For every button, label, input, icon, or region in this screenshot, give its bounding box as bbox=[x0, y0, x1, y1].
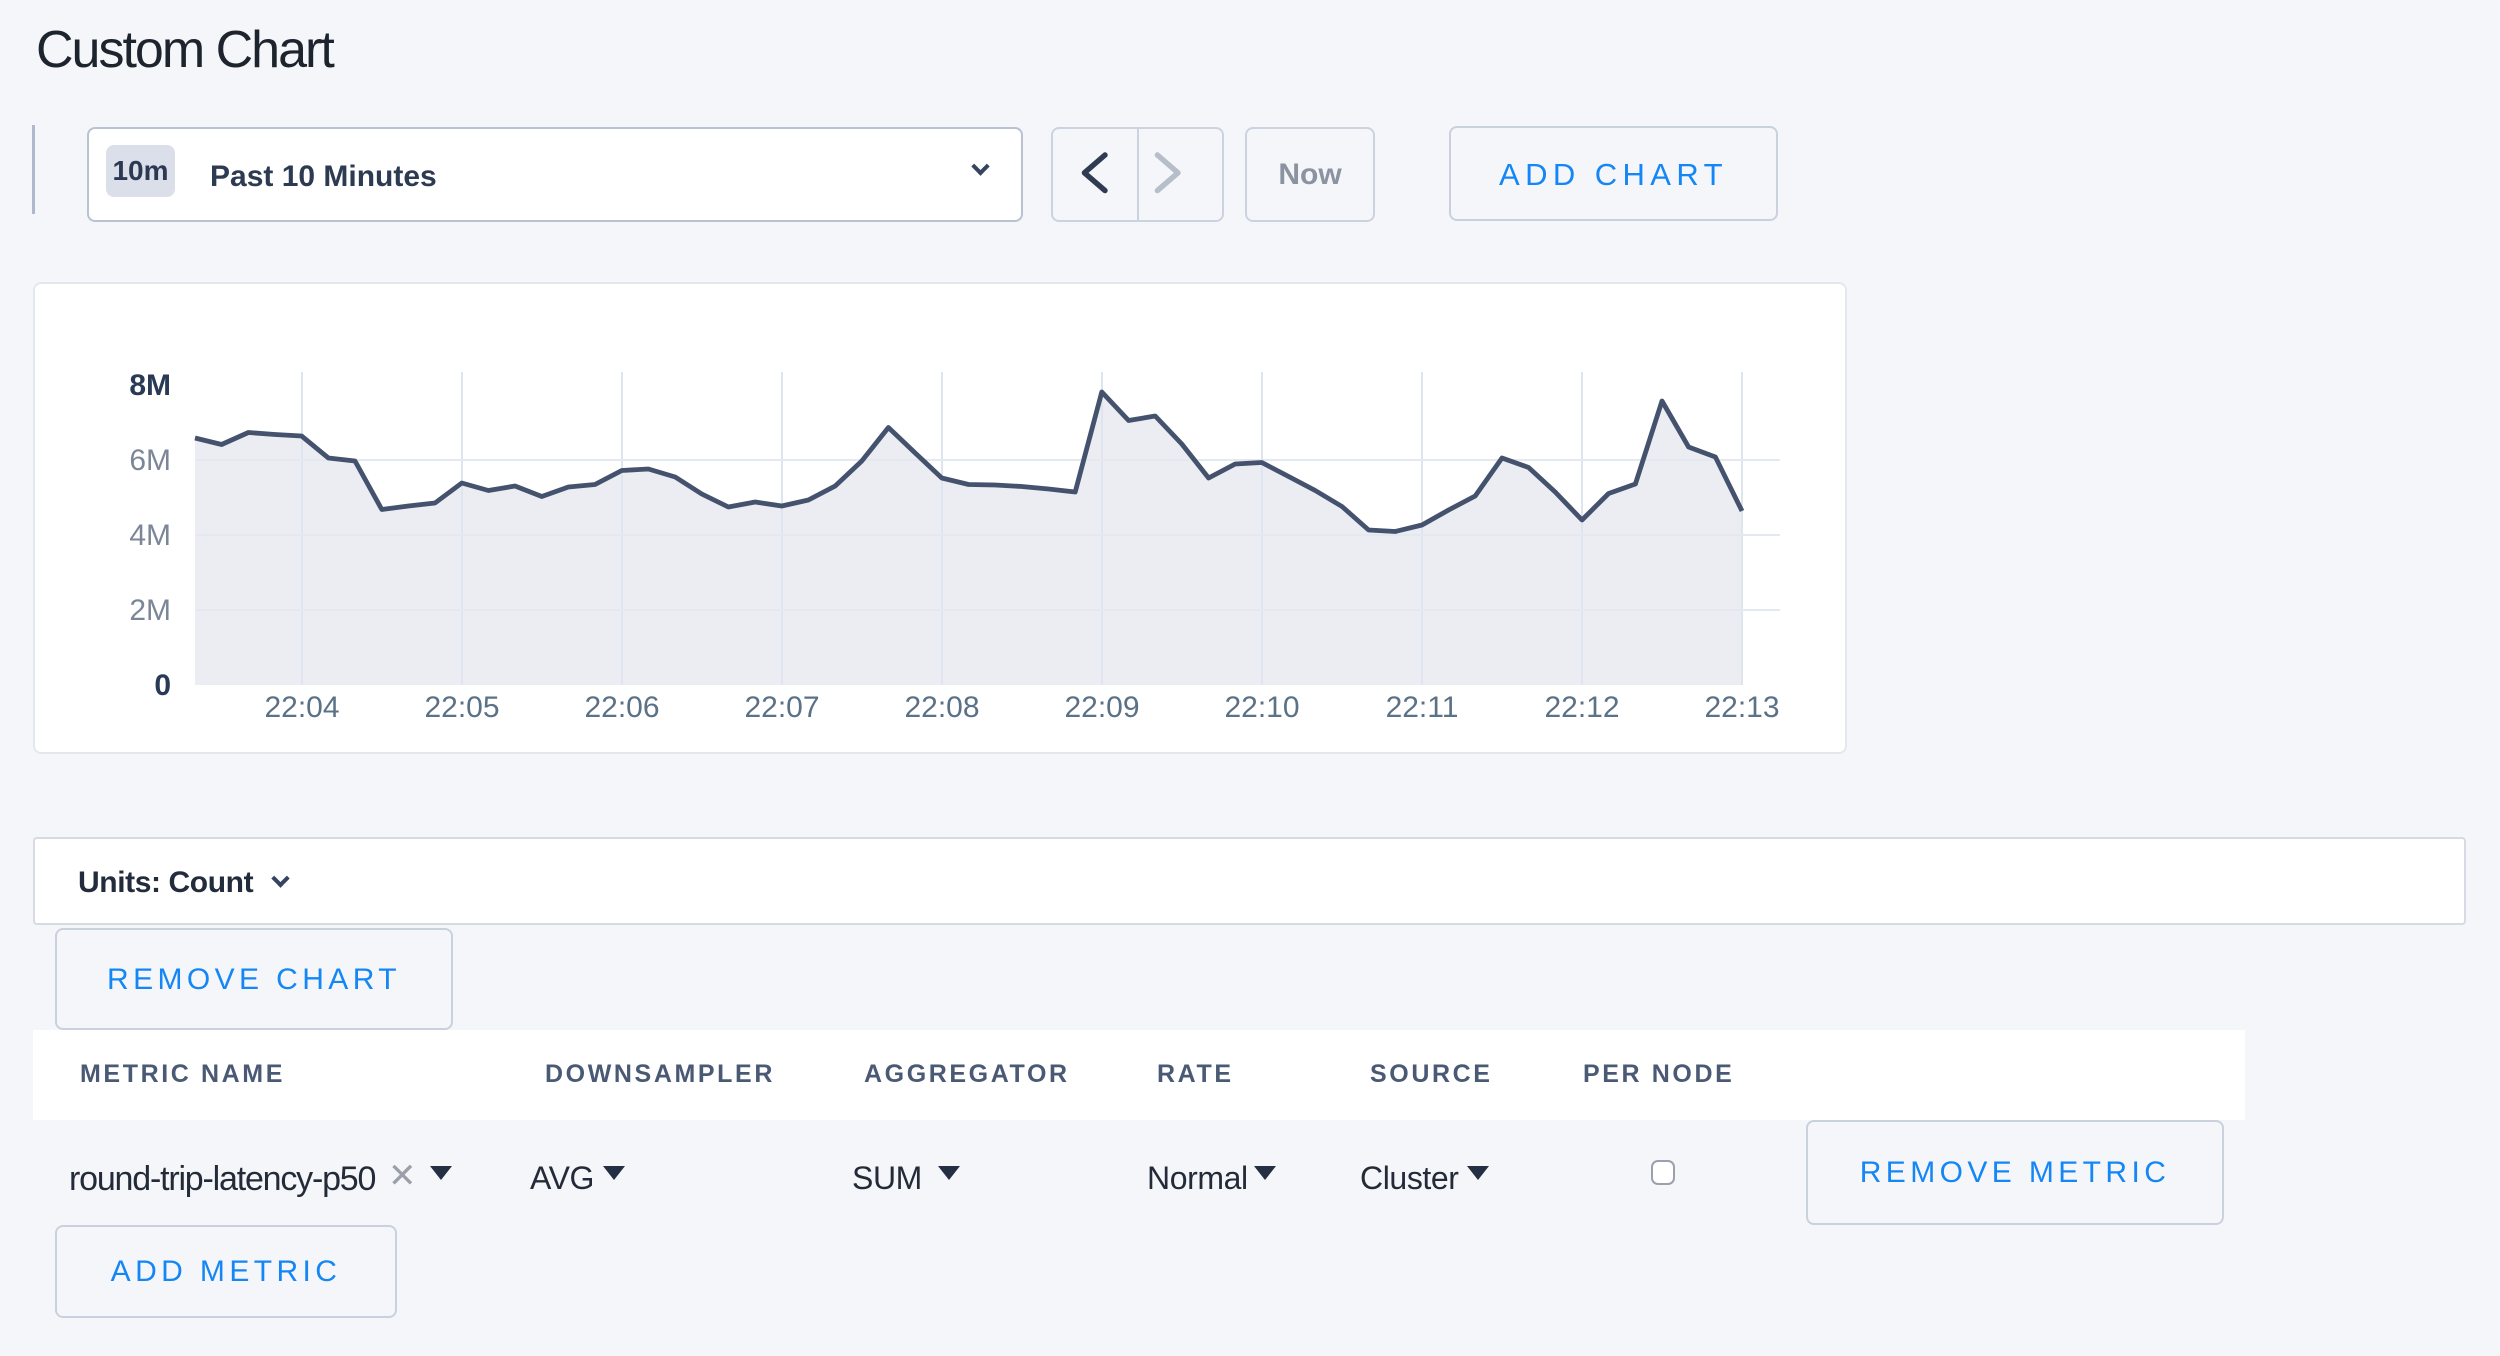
svg-text:22:07: 22:07 bbox=[744, 691, 819, 724]
svg-text:0: 0 bbox=[154, 669, 171, 702]
svg-text:22:09: 22:09 bbox=[1064, 691, 1139, 724]
svg-text:6M: 6M bbox=[129, 444, 171, 477]
svg-text:22:04: 22:04 bbox=[264, 691, 339, 724]
svg-text:22:06: 22:06 bbox=[584, 691, 659, 724]
svg-text:22:10: 22:10 bbox=[1224, 691, 1299, 724]
svg-text:4M: 4M bbox=[129, 519, 171, 552]
svg-text:22:08: 22:08 bbox=[904, 691, 979, 724]
svg-text:2M: 2M bbox=[129, 594, 171, 627]
svg-text:22:05: 22:05 bbox=[424, 691, 499, 724]
svg-text:8M: 8M bbox=[129, 369, 171, 402]
svg-text:22:13: 22:13 bbox=[1704, 691, 1779, 724]
svg-text:22:12: 22:12 bbox=[1544, 691, 1619, 724]
svg-text:22:11: 22:11 bbox=[1386, 691, 1459, 724]
